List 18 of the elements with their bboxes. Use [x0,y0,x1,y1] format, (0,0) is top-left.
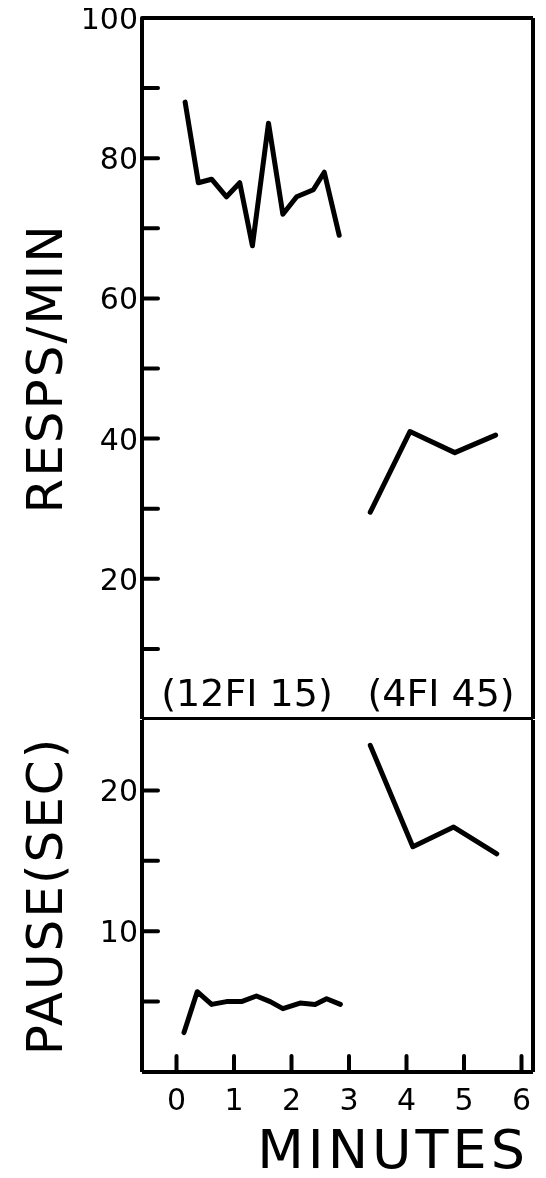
y-tick-label: 10 [99,914,138,950]
y-axis-title: PAUSE(SEC) [15,736,74,1056]
x-tick-label: 2 [281,1082,302,1117]
x-tick-label: 4 [396,1082,417,1117]
x-tick-label: 3 [339,1082,359,1117]
y-tick-label: 80 [99,141,138,177]
x-tick-label: 5 [454,1082,474,1117]
x-tick-label: 0 [166,1082,187,1117]
y-tick-label: 40 [99,421,138,457]
annotation: (4FI 45) [367,671,515,715]
x-tick-label: 1 [224,1082,244,1117]
y-tick-label: 60 [99,281,138,317]
y-tick-label: 20 [99,561,138,597]
x-axis-title: MINUTES [257,1118,529,1178]
y-tick-label: 20 [99,773,138,809]
y-axis-title: RESPS/MIN [15,223,74,514]
annotation: (12FI 15) [161,671,333,715]
x-tick-label: 6 [511,1082,532,1117]
